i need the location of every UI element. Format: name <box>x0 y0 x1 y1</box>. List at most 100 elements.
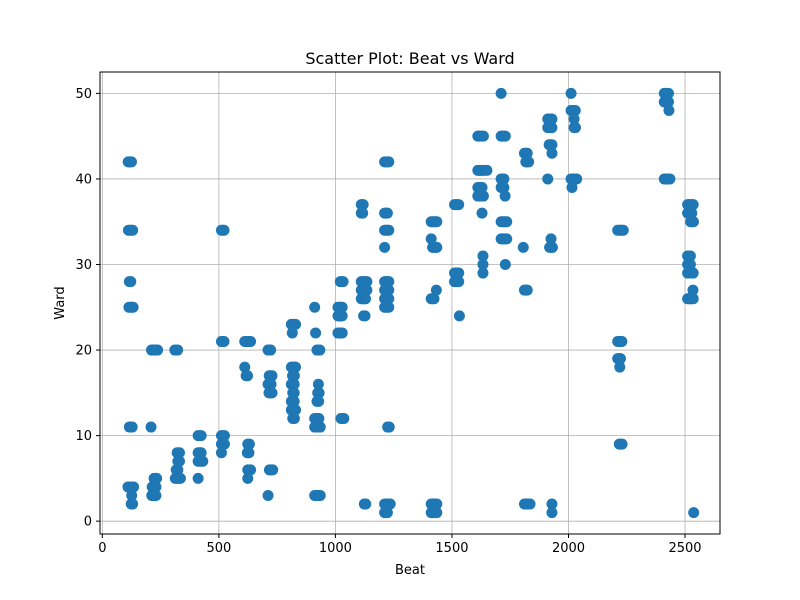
data-point <box>195 447 207 459</box>
data-point <box>172 344 184 356</box>
data-point <box>498 173 510 185</box>
data-point <box>546 507 558 519</box>
data-point <box>357 207 369 219</box>
data-point <box>288 413 300 424</box>
data-point <box>127 301 139 313</box>
data-point <box>569 122 581 134</box>
data-point <box>145 421 157 433</box>
data-point <box>195 430 207 442</box>
data-point <box>688 507 700 519</box>
data-point <box>128 481 140 493</box>
data-point <box>173 455 185 467</box>
data-point <box>453 276 465 288</box>
data-point <box>425 233 437 245</box>
data-point <box>314 344 326 356</box>
data-point <box>517 241 529 253</box>
data-point <box>684 259 696 270</box>
data-point <box>245 336 257 347</box>
data-point <box>126 421 138 433</box>
data-point <box>174 472 186 484</box>
data-point <box>571 173 583 185</box>
data-point <box>218 224 230 236</box>
data-point <box>243 438 255 450</box>
data-point <box>431 216 443 228</box>
data-point <box>476 207 488 219</box>
data-point <box>313 387 325 399</box>
data-point <box>383 224 395 236</box>
data-point <box>125 276 137 288</box>
data-point <box>336 301 348 313</box>
data-point <box>218 336 230 347</box>
data-point <box>687 267 699 279</box>
data-point <box>288 395 300 407</box>
data-point <box>359 293 371 305</box>
data-point <box>383 421 395 433</box>
y-tick-label: 0 <box>84 515 92 530</box>
data-point <box>383 284 395 296</box>
y-tick-label: 30 <box>75 258 92 273</box>
data-point <box>523 156 535 168</box>
x-tick-label: 0 <box>98 541 106 556</box>
data-point <box>381 507 393 519</box>
data-point <box>430 284 442 296</box>
data-point <box>477 130 489 142</box>
data-point <box>265 378 277 390</box>
data-point <box>498 182 510 193</box>
data-point <box>431 498 443 510</box>
data-point <box>383 293 395 305</box>
grid-lines <box>100 72 720 534</box>
data-point <box>383 156 395 168</box>
data-point <box>266 387 278 399</box>
data-point <box>290 318 302 330</box>
data-point <box>614 361 626 373</box>
data-point <box>262 490 274 501</box>
data-point <box>617 224 629 236</box>
data-point <box>546 147 558 159</box>
data-point <box>172 464 184 476</box>
data-point <box>379 241 391 253</box>
data-point <box>686 207 698 219</box>
data-point <box>684 250 696 262</box>
data-point <box>453 199 465 211</box>
data-point <box>266 370 278 382</box>
data-point <box>565 87 577 99</box>
data-point <box>662 87 674 99</box>
data-point <box>687 293 699 305</box>
y-axis-ticks: 0 10 20 30 40 50 <box>75 87 100 530</box>
data-point <box>218 430 230 442</box>
data-point <box>499 259 511 270</box>
data-point <box>566 182 578 193</box>
data-point <box>453 310 465 322</box>
data-point <box>267 464 279 476</box>
data-point <box>361 276 373 288</box>
data-point <box>499 130 511 142</box>
data-point <box>383 301 395 313</box>
y-tick-label: 40 <box>75 172 92 187</box>
data-point <box>126 490 138 501</box>
data-point <box>477 259 489 270</box>
data-point <box>542 173 554 185</box>
data-point <box>546 241 558 253</box>
data-point <box>361 284 373 296</box>
data-point <box>521 147 533 159</box>
y-tick-label: 10 <box>75 429 92 444</box>
data-point <box>664 173 676 185</box>
data-point <box>546 122 558 134</box>
x-axis-ticks: 0 500 1000 1500 2000 2500 <box>98 534 702 556</box>
data-point <box>360 498 372 510</box>
data-point <box>127 224 139 236</box>
data-point <box>150 481 162 493</box>
data-point <box>663 105 675 116</box>
data-point <box>242 472 254 484</box>
data-points <box>122 87 700 519</box>
data-point <box>383 276 395 288</box>
data-point <box>428 293 440 305</box>
data-point <box>687 216 699 228</box>
data-point <box>288 370 300 382</box>
data-point <box>314 490 326 501</box>
data-point <box>384 498 396 510</box>
data-point <box>286 327 298 339</box>
data-point <box>524 498 536 510</box>
data-point <box>290 404 302 416</box>
